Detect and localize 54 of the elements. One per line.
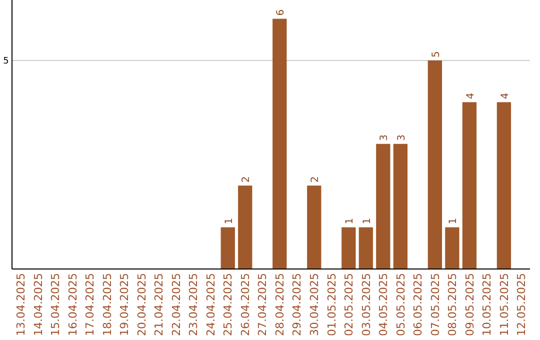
data-label: 5 [430,51,442,58]
x-tick-label: 15.04.2025 [49,273,62,336]
bar [393,144,408,269]
bar [238,186,252,269]
x-tick-label: 08.05.2025 [446,273,460,336]
data-label: 4 [500,92,511,100]
x-tick-label: 26.04.2025 [238,273,252,336]
bar [307,186,322,269]
data-label: 3 [379,134,390,141]
x-tick-label: 05.05.2025 [394,273,408,336]
bar [358,227,373,269]
bar [428,60,442,269]
x-tick-label: 19.04.2025 [118,273,132,336]
x-tick-label: 13.04.2025 [14,273,28,336]
data-label: 2 [310,176,322,183]
data-label: 1 [224,218,235,224]
x-tick-label: 21.04.2025 [152,273,166,336]
x-tick-label: 20.04.2025 [135,273,148,336]
x-tick-label: 27.04.2025 [256,273,270,336]
data-label: 1 [344,218,356,224]
x-tick-label: 04.05.2025 [377,273,390,336]
x-tick-label: 18.04.2025 [100,273,114,336]
x-tick-label: 01.05.2025 [325,273,338,336]
data-label: 1 [448,218,460,224]
x-tick-label: 28.04.2025 [273,273,286,336]
bar [272,18,287,269]
x-tick-label: 06.05.2025 [412,273,425,336]
x-tick-label: 24.04.2025 [204,273,218,336]
bar [376,144,390,269]
bar [342,227,356,269]
data-label: 1 [362,218,373,224]
x-tick-label: 10.05.2025 [480,273,494,336]
x-tick-label: 03.05.2025 [360,273,373,336]
data-label: 3 [396,134,408,141]
x-tick-label: 11.05.2025 [498,273,511,336]
x-tick-label: 09.05.2025 [463,273,476,336]
x-tick-label: 30.04.2025 [308,273,321,336]
bar [462,102,477,269]
x-tick-label: 16.04.2025 [66,273,80,336]
x-tick-label: 12.05.2025 [515,273,528,336]
data-label: 6 [276,9,287,16]
bar [445,227,460,269]
data-label: 2 [241,176,252,183]
x-tick-label: 14.04.2025 [32,273,45,336]
x-tick-label: 22.04.2025 [170,273,183,336]
x-tick-label: 07.05.2025 [428,273,442,336]
x-tick-label: 23.04.2025 [187,273,200,336]
data-label: 4 [465,92,476,100]
bar [220,227,235,269]
x-tick-label: 02.05.2025 [342,273,356,336]
bar [496,102,512,269]
x-tick-label: 29.04.2025 [290,273,304,336]
x-tick-label: 25.04.2025 [222,273,235,336]
x-tick-label: 17.04.2025 [84,273,97,336]
